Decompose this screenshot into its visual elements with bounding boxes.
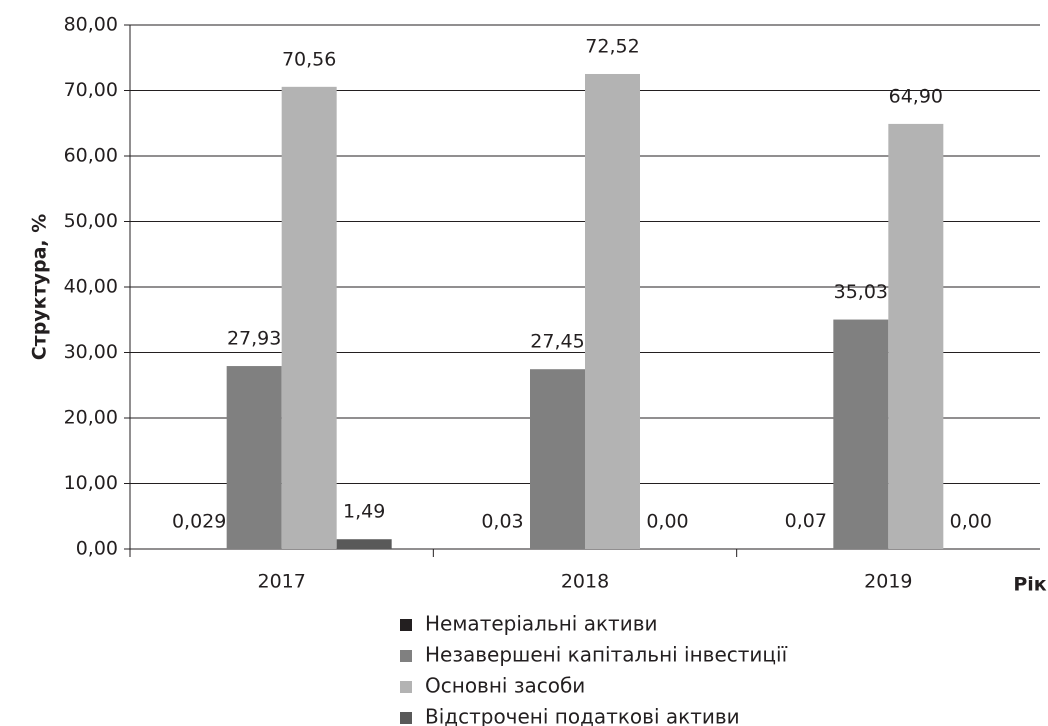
bar — [585, 73, 640, 549]
bar — [833, 319, 889, 549]
y-tick-label: 40,00 — [64, 276, 118, 298]
y-tick-label: 20,00 — [64, 407, 118, 429]
y-tick-label: 50,00 — [64, 210, 118, 232]
bar — [281, 86, 337, 549]
x-axis-label: Рік — [1013, 574, 1046, 596]
y-tick-label: 0,00 — [76, 538, 118, 560]
value-label: 64,90 — [889, 85, 943, 107]
bar — [226, 366, 282, 549]
value-label: 35,03 — [834, 281, 888, 303]
value-label: 27,45 — [530, 331, 584, 353]
y-tick-label: 10,00 — [64, 472, 118, 494]
value-label: 0,07 — [785, 510, 827, 532]
value-label: 0,029 — [172, 510, 226, 532]
value-label: 0,00 — [646, 511, 688, 533]
bar — [530, 369, 585, 549]
y-tick-label: 80,00 — [64, 14, 118, 36]
value-label: 27,93 — [227, 328, 281, 350]
legend-swatch — [400, 619, 412, 631]
y-axis-label: Структура, % — [29, 214, 51, 361]
y-tick-label: 60,00 — [64, 145, 118, 167]
legend-label: Відстрочені податкові активи — [425, 705, 740, 726]
legend-label: Нематеріальні активи — [425, 612, 657, 636]
legend-swatch — [400, 712, 412, 724]
x-tick-label: 2018 — [561, 571, 609, 593]
x-tick-label: 2019 — [864, 571, 912, 593]
y-tick-label: 30,00 — [64, 341, 118, 363]
value-label: 0,03 — [481, 510, 523, 532]
value-label: 0,00 — [950, 511, 992, 533]
legend-swatch — [400, 681, 412, 693]
bar — [888, 123, 944, 549]
x-tick-label: 2017 — [257, 571, 305, 593]
value-label: 1,49 — [343, 501, 385, 523]
y-tick-label: 70,00 — [64, 79, 118, 101]
legend-swatch — [400, 650, 412, 662]
value-label: 72,52 — [585, 35, 639, 57]
legend-label: Незавершені капітальні інвестиції — [425, 643, 788, 667]
bar — [336, 539, 392, 549]
legend-label: Основні засоби — [425, 674, 585, 698]
value-label: 70,56 — [282, 48, 336, 70]
